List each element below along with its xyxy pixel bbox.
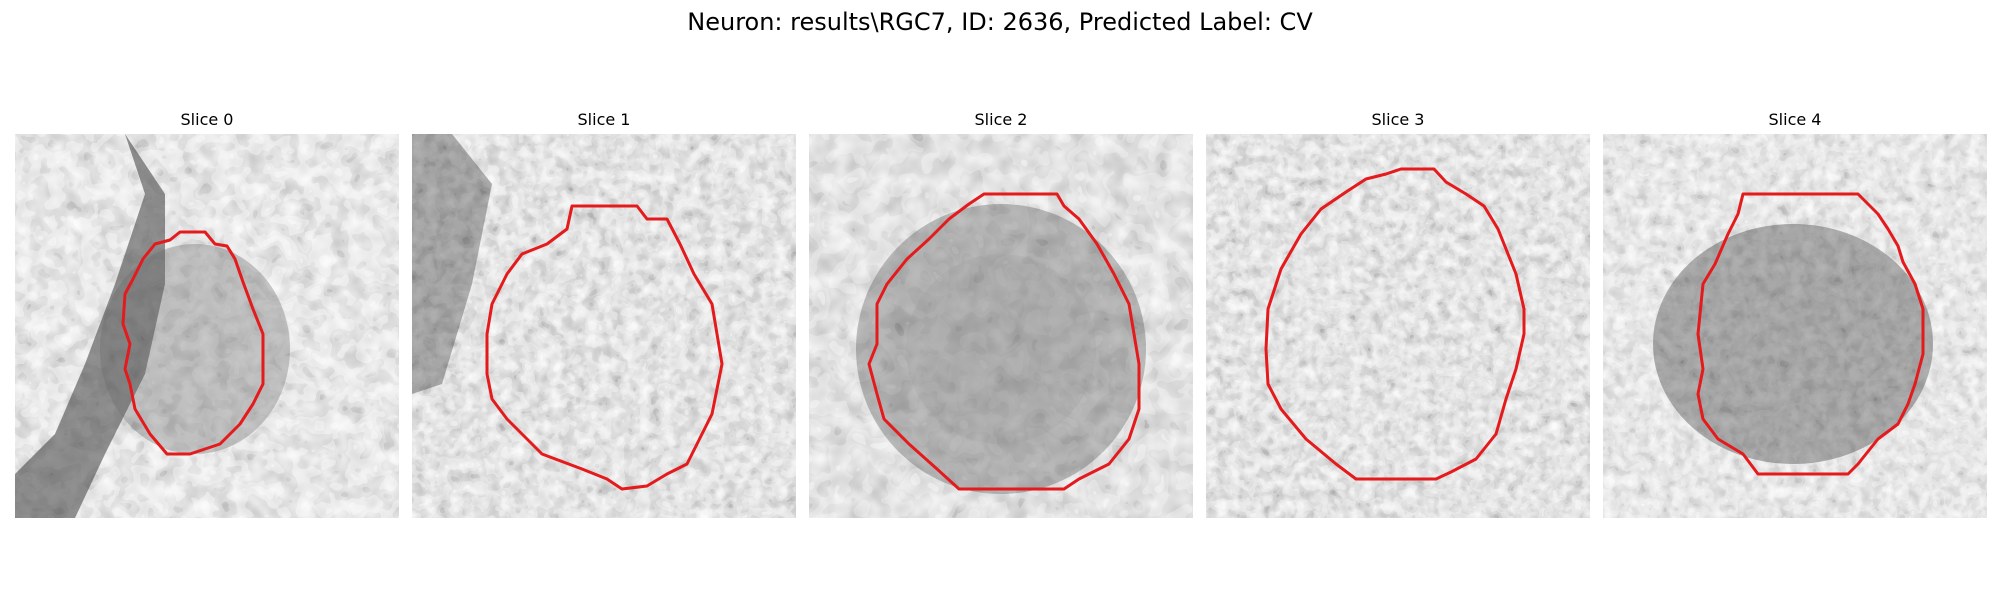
contour-4: [1696, 192, 1925, 476]
slice-panel-3: Slice 3: [1206, 108, 1590, 518]
slice-title-3: Slice 3: [1371, 110, 1425, 129]
slice-image-1: [412, 134, 796, 518]
slice-image-2: [809, 134, 1193, 518]
slice-image-0: [15, 134, 399, 518]
figure-title: Neuron: results\RGC7, ID: 2636, Predicte…: [687, 8, 1313, 36]
slice-title-1: Slice 1: [577, 110, 631, 129]
slice-image-4: [1603, 134, 1987, 518]
contour-3: [1264, 167, 1526, 481]
slice-panel-2: Slice 2: [809, 108, 1193, 518]
slice-title-0: Slice 0: [180, 110, 234, 129]
slice-panel-4: Slice 4: [1603, 108, 1987, 518]
contour-1: [485, 204, 724, 491]
slice-title-2: Slice 2: [974, 110, 1028, 129]
slice-image-3: [1206, 134, 1590, 518]
contour-2: [867, 192, 1141, 491]
slice-title-4: Slice 4: [1768, 110, 1822, 129]
contour-0: [121, 230, 265, 456]
slice-panel-1: Slice 1: [412, 108, 796, 518]
slice-panel-0: Slice 0: [15, 108, 399, 518]
